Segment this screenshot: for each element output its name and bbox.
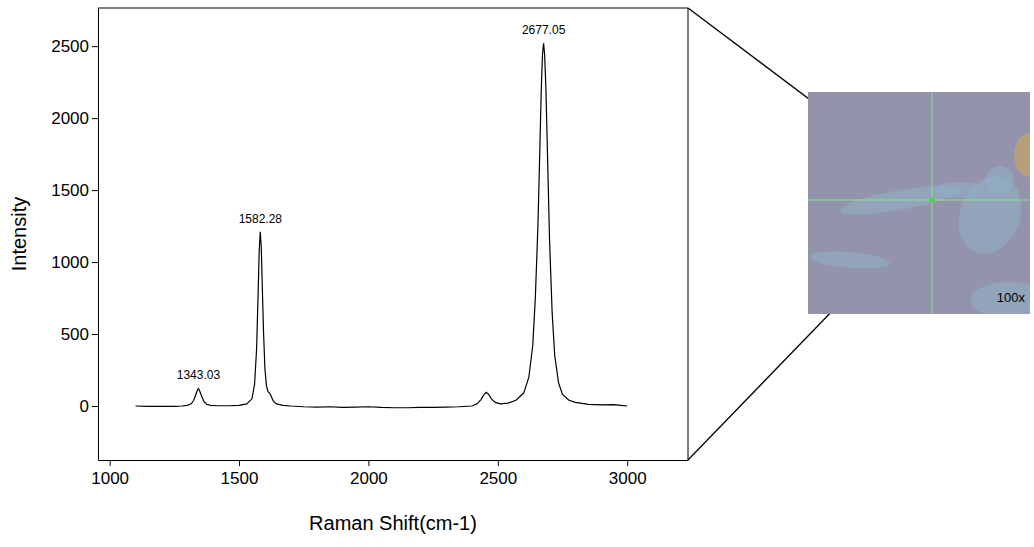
crosshair <box>808 200 1030 201</box>
plot-area <box>136 43 628 407</box>
y-axis: 0 500 1000 1500 2000 2500 <box>51 9 98 461</box>
x-tick-mark <box>239 460 240 466</box>
y-tick: 2500 <box>51 37 98 56</box>
peak-label: 2677.05 <box>522 23 566 37</box>
y-tick: 0 <box>80 397 98 416</box>
x-axis-title: Raman Shift(cm-1) <box>309 512 477 534</box>
x-tick-mark <box>498 460 499 466</box>
micrograph-patch <box>809 249 890 272</box>
y-axis-title: Intensity <box>8 197 30 271</box>
peak-label: 1343.03 <box>177 368 221 382</box>
y-tick-mark <box>92 190 98 191</box>
magnification-label: 100x <box>997 290 1026 305</box>
micrograph-patch <box>935 182 985 198</box>
y-tick-label: 500 <box>61 325 89 344</box>
x-tick-label: 1000 <box>91 469 129 488</box>
x-tick-label: 3000 <box>609 469 647 488</box>
x-tick: 2500 <box>479 460 517 488</box>
y-tick-mark <box>92 262 98 263</box>
micrograph-particle <box>1014 133 1030 177</box>
micrograph-image <box>808 92 1030 314</box>
peak-label: 1582.28 <box>239 212 283 226</box>
laser-spot <box>930 198 935 203</box>
y-tick-mark <box>92 406 98 407</box>
y-tick-mark <box>92 118 98 119</box>
x-tick-label: 1500 <box>221 469 259 488</box>
y-tick: 2000 <box>51 109 98 128</box>
micrograph: 100x <box>808 92 1034 318</box>
y-tick-label: 2000 <box>51 109 89 128</box>
x-axis: 1000 1500 2000 2500 3000 <box>91 460 688 488</box>
micrograph-patch <box>970 282 1030 314</box>
y-tick-label: 2500 <box>51 37 89 56</box>
x-tick: 1000 <box>91 460 129 488</box>
chart: 1000 1500 2000 2500 3000 0 500 1000 1500 2000 2500… <box>0 0 1034 547</box>
x-tick: 1500 <box>221 460 259 488</box>
crosshair <box>932 92 933 314</box>
y-tick-label: 1500 <box>51 181 89 200</box>
y-tick-mark <box>92 334 98 335</box>
y-tick: 1500 <box>51 181 98 200</box>
x-tick-mark <box>110 460 111 466</box>
y-tick: 1000 <box>51 253 98 272</box>
y-axis-line <box>98 9 99 461</box>
x-tick: 3000 <box>609 460 647 488</box>
spectrum-line <box>136 43 628 407</box>
y-tick-mark <box>92 46 98 47</box>
micrograph-patch <box>986 166 1014 194</box>
y-tick-label: 0 <box>80 397 89 416</box>
x-tick-label: 2500 <box>479 469 517 488</box>
x-tick-mark <box>368 460 369 466</box>
x-tick-mark <box>627 460 628 466</box>
x-tick: 2000 <box>350 460 388 488</box>
frame-right <box>688 8 689 460</box>
y-tick-label: 1000 <box>51 253 89 272</box>
x-tick-label: 2000 <box>350 469 388 488</box>
x-axis-line <box>99 460 689 461</box>
frame-top <box>98 8 688 9</box>
y-tick: 500 <box>61 325 98 344</box>
